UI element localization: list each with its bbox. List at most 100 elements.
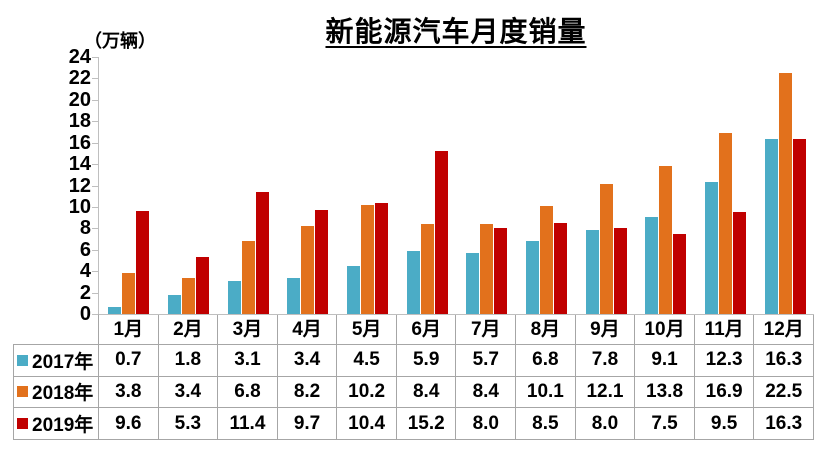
month-label-7月: 7月 xyxy=(456,315,517,344)
bar-2017年-1月 xyxy=(108,306,122,314)
y-axis-tick-mark xyxy=(92,292,98,294)
value-2018年-12月: 22.5 xyxy=(754,376,814,409)
value-2018年-5月: 10.2 xyxy=(337,376,397,409)
month-label-2月: 2月 xyxy=(159,315,219,344)
value-2019年-9月: 8.0 xyxy=(575,408,636,440)
value-2017年-8月: 6.8 xyxy=(516,345,576,377)
bar-2018年-11月 xyxy=(719,133,732,314)
y-axis-tick-label: 6 xyxy=(79,238,91,261)
value-2018年-7月: 8.4 xyxy=(456,376,517,409)
bar-2019年-9月 xyxy=(613,228,627,314)
chart-title: 新能源汽车月度销量 xyxy=(325,16,587,47)
bar-2017年-5月 xyxy=(347,265,360,314)
value-2018年-1月: 3.8 xyxy=(99,376,159,409)
y-axis-tick-label: 8 xyxy=(79,217,91,240)
value-2018年-11月: 16.9 xyxy=(694,376,755,409)
value-2017年-6月: 5.9 xyxy=(396,345,457,377)
y-axis-tick-label: 22 xyxy=(68,67,91,90)
month-label-6月: 6月 xyxy=(397,315,457,344)
bar-2018年-4月 xyxy=(301,226,315,314)
bar-2018年-12月 xyxy=(778,73,792,314)
y-axis-tick-label: 20 xyxy=(68,88,91,111)
y-axis-tick-mark xyxy=(92,185,98,187)
legend-label: 2017年 xyxy=(32,351,94,373)
y-axis-tick-mark xyxy=(92,142,98,144)
bar-2019年-11月 xyxy=(733,212,746,314)
value-2019年-1月: 9.6 xyxy=(99,408,159,440)
y-axis-tick-mark xyxy=(92,164,98,166)
bar-2017年-8月 xyxy=(526,241,539,314)
value-2018年-4月: 8.2 xyxy=(277,376,338,409)
value-2018年-3月: 6.8 xyxy=(218,376,278,409)
value-2017年-9月: 7.8 xyxy=(575,345,636,377)
legend-swatch-icon xyxy=(17,418,28,430)
value-2017年-7月: 5.7 xyxy=(456,345,517,377)
bar-2018年-8月 xyxy=(540,205,553,314)
bar-2018年-7月 xyxy=(480,224,494,314)
value-2019年-11月: 9.5 xyxy=(694,408,755,440)
bar-2018年-6月 xyxy=(420,224,434,314)
value-2019年-12月: 16.3 xyxy=(754,408,814,440)
month-label-4月: 4月 xyxy=(278,315,338,344)
bar-2019年-3月 xyxy=(255,191,269,314)
month-label-3月: 3月 xyxy=(218,315,278,344)
bar-2017年-11月 xyxy=(705,182,718,314)
bar-2018年-3月 xyxy=(241,241,255,314)
bar-2017年-7月 xyxy=(466,252,480,314)
month-label-1月: 1月 xyxy=(99,315,159,344)
y-axis-tick-label: 16 xyxy=(68,131,91,154)
y-axis-tick-label: 2 xyxy=(79,281,91,304)
value-2017年-1月: 0.7 xyxy=(99,345,159,377)
bar-2017年-9月 xyxy=(585,230,599,314)
bar-2018年-10月 xyxy=(659,166,673,314)
y-axis-tick-mark xyxy=(92,314,98,315)
bar-2017年-10月 xyxy=(645,216,659,314)
bar-2017年-4月 xyxy=(287,277,301,314)
value-2017年-5月: 4.5 xyxy=(337,345,397,377)
y-axis-tick-mark xyxy=(92,121,98,123)
bar-2019年-5月 xyxy=(375,202,388,314)
bar-2019年-6月 xyxy=(434,151,448,314)
legend-item-2017年: 2017年 xyxy=(14,345,99,377)
bar-2017年-3月 xyxy=(227,280,241,314)
y-axis-tick-label: 4 xyxy=(79,260,91,283)
bar-2017年-6月 xyxy=(406,250,420,314)
month-label-11月: 11月 xyxy=(695,315,755,344)
data-table: 2017年 0.7 1.8 3.1 3.4 4.5 5.9 5.7 6.8 7.8 9.1 12.3 1… xyxy=(13,344,814,440)
value-2019年-4月: 9.7 xyxy=(277,408,338,440)
value-2017年-12月: 16.3 xyxy=(754,345,814,377)
bar-2019年-2月 xyxy=(196,257,209,314)
value-2018年-6月: 8.4 xyxy=(396,376,457,409)
bar-2019年-12月 xyxy=(792,139,806,314)
y-axis-unit-label: （万辆） xyxy=(84,31,156,51)
bar-2019年-1月 xyxy=(136,211,150,314)
y-axis-tick-label: 14 xyxy=(68,153,91,176)
value-2018年-8月: 10.1 xyxy=(516,376,576,409)
value-2018年-2月: 3.4 xyxy=(158,376,219,409)
y-axis-tick-mark xyxy=(92,249,98,251)
value-2019年-6月: 15.2 xyxy=(396,408,457,440)
value-2019年-3月: 11.4 xyxy=(218,408,278,440)
bar-2019年-10月 xyxy=(673,233,687,314)
month-label-12月: 12月 xyxy=(754,315,814,344)
value-2019年-5月: 10.4 xyxy=(337,408,397,440)
bar-2019年-7月 xyxy=(494,228,508,314)
y-axis-tick-mark xyxy=(92,99,98,101)
value-2019年-7月: 8.0 xyxy=(456,408,517,440)
bar-2017年-12月 xyxy=(764,139,778,314)
value-2017年-3月: 3.1 xyxy=(218,345,278,377)
y-axis-tick-label: 0 xyxy=(79,303,91,325)
y-axis-tick-label: 12 xyxy=(68,174,91,197)
bar-2019年-4月 xyxy=(315,210,329,314)
bar-2018年-1月 xyxy=(122,273,136,314)
legend-swatch-icon xyxy=(17,386,28,398)
y-axis-tick-mark xyxy=(92,206,98,208)
value-2018年-9月: 12.1 xyxy=(575,376,636,409)
month-label-8月: 8月 xyxy=(516,315,576,344)
bar-2019年-8月 xyxy=(554,222,567,314)
value-2017年-11月: 12.3 xyxy=(694,345,755,377)
y-axis-tick-mark xyxy=(92,271,98,273)
legend-item-2018年: 2018年 xyxy=(14,376,99,409)
y-axis-tick-label: 24 xyxy=(68,46,91,68)
bar-2018年-9月 xyxy=(599,184,613,314)
